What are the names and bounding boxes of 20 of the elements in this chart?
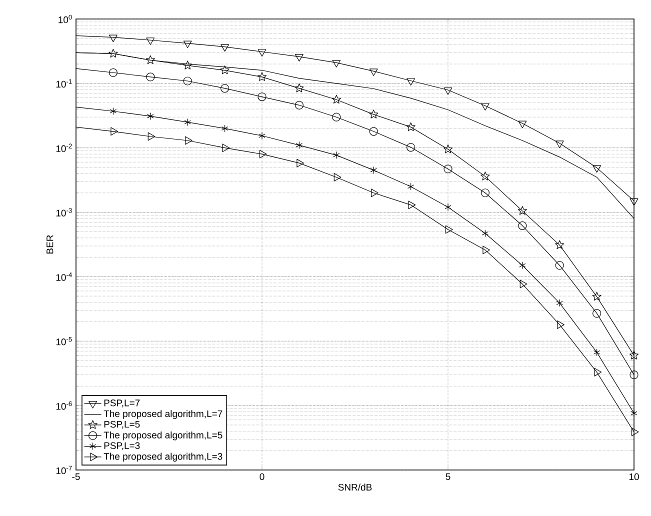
y-tick-label: 10$^{-4}$ — [56, 272, 72, 281]
y-tick-label: 10$^{-7}$ — [56, 466, 72, 474]
x-tick-label: 5 — [446, 473, 450, 480]
x-tick-label: -5 — [72, 473, 80, 480]
legend-label: The proposed algorithm,L=3 — [104, 452, 222, 462]
y-tick-label: 10$^{-2}$ — [56, 144, 72, 152]
legend-label: The proposed algorithm,L=5 — [104, 431, 222, 440]
y-tick-label: 10$^{-5}$ — [56, 336, 72, 346]
y-tick-label: 10$^{0}$ — [58, 14, 72, 24]
y-tick-label: 10$^{-3}$ — [56, 208, 72, 216]
x-tick-label: 0 — [260, 473, 264, 480]
legend-label: PSP,L=7 — [104, 400, 140, 408]
legend-label: PSP,L=5 — [104, 420, 140, 429]
legend-label: The proposed algorithm,L=7 — [104, 410, 222, 419]
y-tick-label: 10$^{-6}$ — [56, 401, 72, 410]
legend-label: PSP,L=3 — [104, 442, 140, 450]
y-axis-title: BER — [46, 235, 54, 254]
y-tick-label: 10$^{-1}$ — [56, 79, 72, 88]
x-tick-label: 10 — [629, 473, 639, 480]
x-axis-title: SNR/dB — [338, 484, 372, 491]
